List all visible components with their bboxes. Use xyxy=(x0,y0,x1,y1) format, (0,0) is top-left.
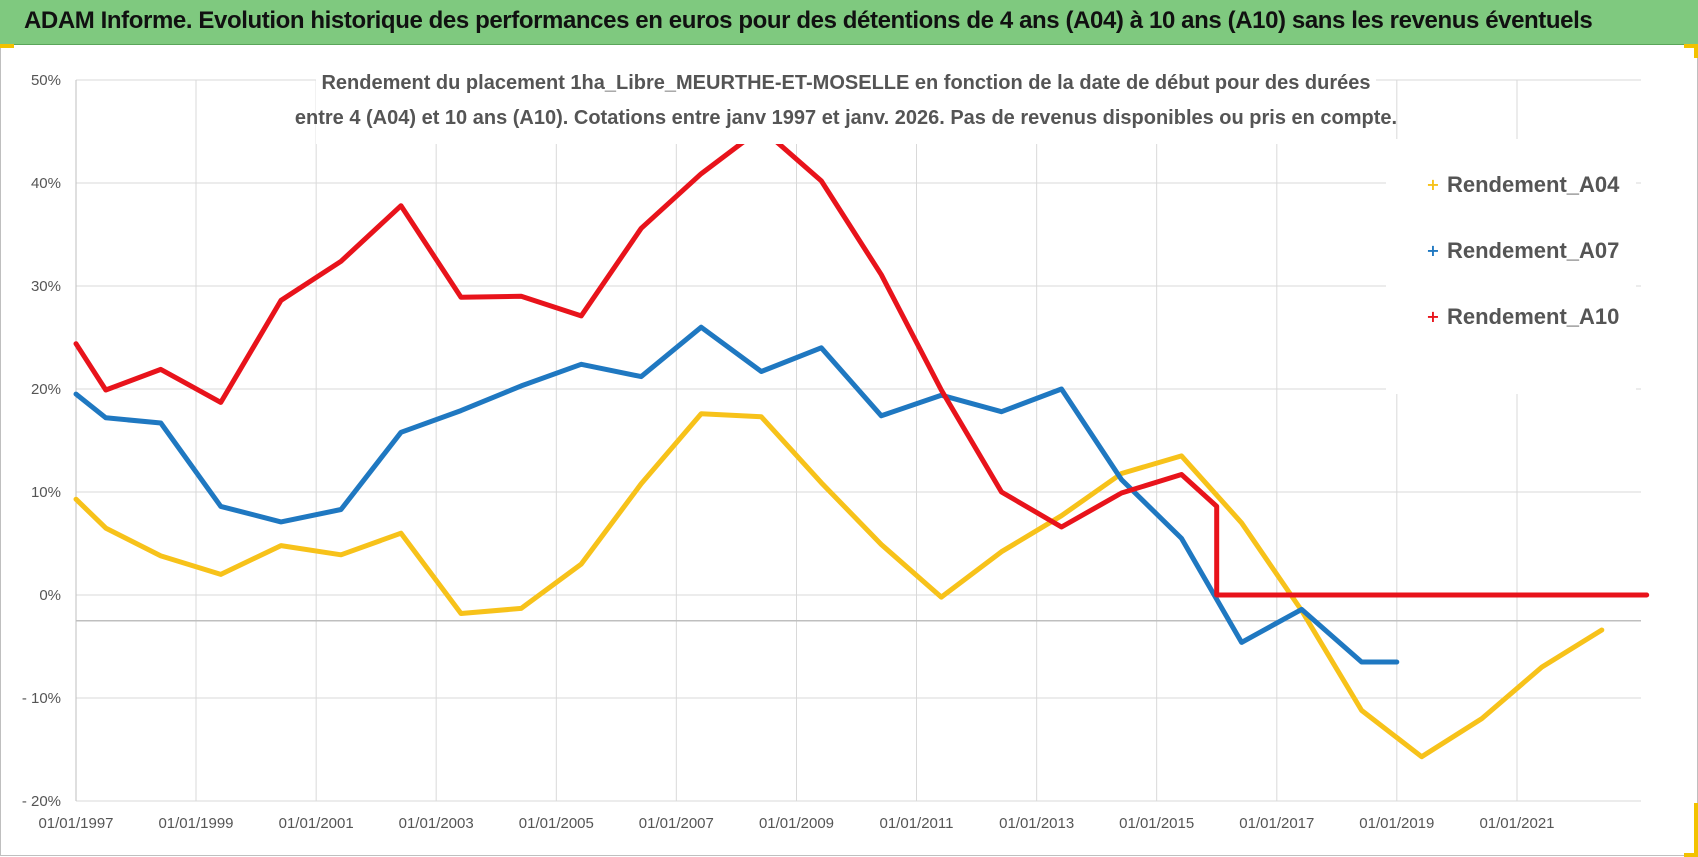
axes: - 20% - 10% 0% 10% 20% 30% 40% 50% 01/01/1997 01/… xyxy=(22,72,1641,832)
y-tick-label: 50% xyxy=(31,72,61,89)
corner-mark xyxy=(0,44,14,48)
x-tick-label: 01/01/2021 xyxy=(1479,815,1554,832)
series-line-rendement-a10 xyxy=(73,125,1650,598)
legend-marker-plus-icon: + xyxy=(1426,175,1439,194)
chart-title-line-1: Rendement du placement 1ha_Libre_MEURTHE… xyxy=(321,72,1370,94)
y-tick-label: 30% xyxy=(31,278,61,295)
y-tick-label: 40% xyxy=(31,175,61,192)
legend: + Rendement_A04 + Rendement_A07 + Rendement_A… xyxy=(1386,139,1636,394)
x-tick-label: 01/01/2007 xyxy=(639,815,714,832)
corner-mark xyxy=(1694,44,1698,58)
legend-marker-plus-icon: + xyxy=(1426,307,1439,326)
x-tick-label: 01/01/2015 xyxy=(1119,815,1194,832)
y-tick-label: 0% xyxy=(39,587,61,604)
x-tick-label: 01/01/2013 xyxy=(999,815,1074,832)
chart-title: Rendement du placement 1ha_Libre_MEURTHE… xyxy=(295,62,1397,144)
series-line-rendement-a07 xyxy=(73,324,1400,665)
legend-label: Rendement_A07 xyxy=(1447,238,1619,263)
x-tick-label: 01/01/2005 xyxy=(519,815,594,832)
chart-frame: - 20% - 10% 0% 10% 20% 30% 40% 50% 01/01/1997 01/… xyxy=(0,44,1698,856)
page-title: ADAM Informe. Evolution historique des p… xyxy=(24,7,1593,34)
corner-mark xyxy=(1694,803,1698,857)
x-tick-label: 01/01/2009 xyxy=(759,815,834,832)
x-tick-label: 01/01/2011 xyxy=(880,815,954,832)
x-tick-label: 01/01/2017 xyxy=(1239,815,1314,832)
x-tick-label: 01/01/1997 xyxy=(38,815,113,832)
corner-mark xyxy=(1684,853,1698,857)
line-chart: - 20% - 10% 0% 10% 20% 30% 40% 50% 01/01/1997 01/… xyxy=(22,62,1650,832)
chart-title-background xyxy=(316,62,1376,144)
legend-label: Rendement_A10 xyxy=(1447,304,1619,329)
y-tick-label: - 10% xyxy=(22,690,61,707)
y-tick-label: 10% xyxy=(31,484,61,501)
x-tick-label: 01/01/2019 xyxy=(1359,815,1434,832)
series-line-rendement-a04 xyxy=(73,411,1605,760)
legend-label: Rendement_A04 xyxy=(1447,172,1620,197)
legend-background xyxy=(1386,139,1636,394)
x-tick-label: 01/01/1999 xyxy=(158,815,233,832)
y-tick-label: 20% xyxy=(31,381,61,398)
corner-mark xyxy=(1684,44,1698,48)
x-tick-label: 01/01/2003 xyxy=(399,815,474,832)
y-tick-label: - 20% xyxy=(22,793,61,810)
chart-title-line-2: entre 4 (A04) et 10 ans (A10). Cotations… xyxy=(295,107,1397,129)
legend-marker-plus-icon: + xyxy=(1426,241,1439,260)
series-lines xyxy=(73,125,1650,760)
title-banner: ADAM Informe. Evolution historique des p… xyxy=(0,0,1698,45)
x-tick-label: 01/01/2001 xyxy=(279,815,354,832)
